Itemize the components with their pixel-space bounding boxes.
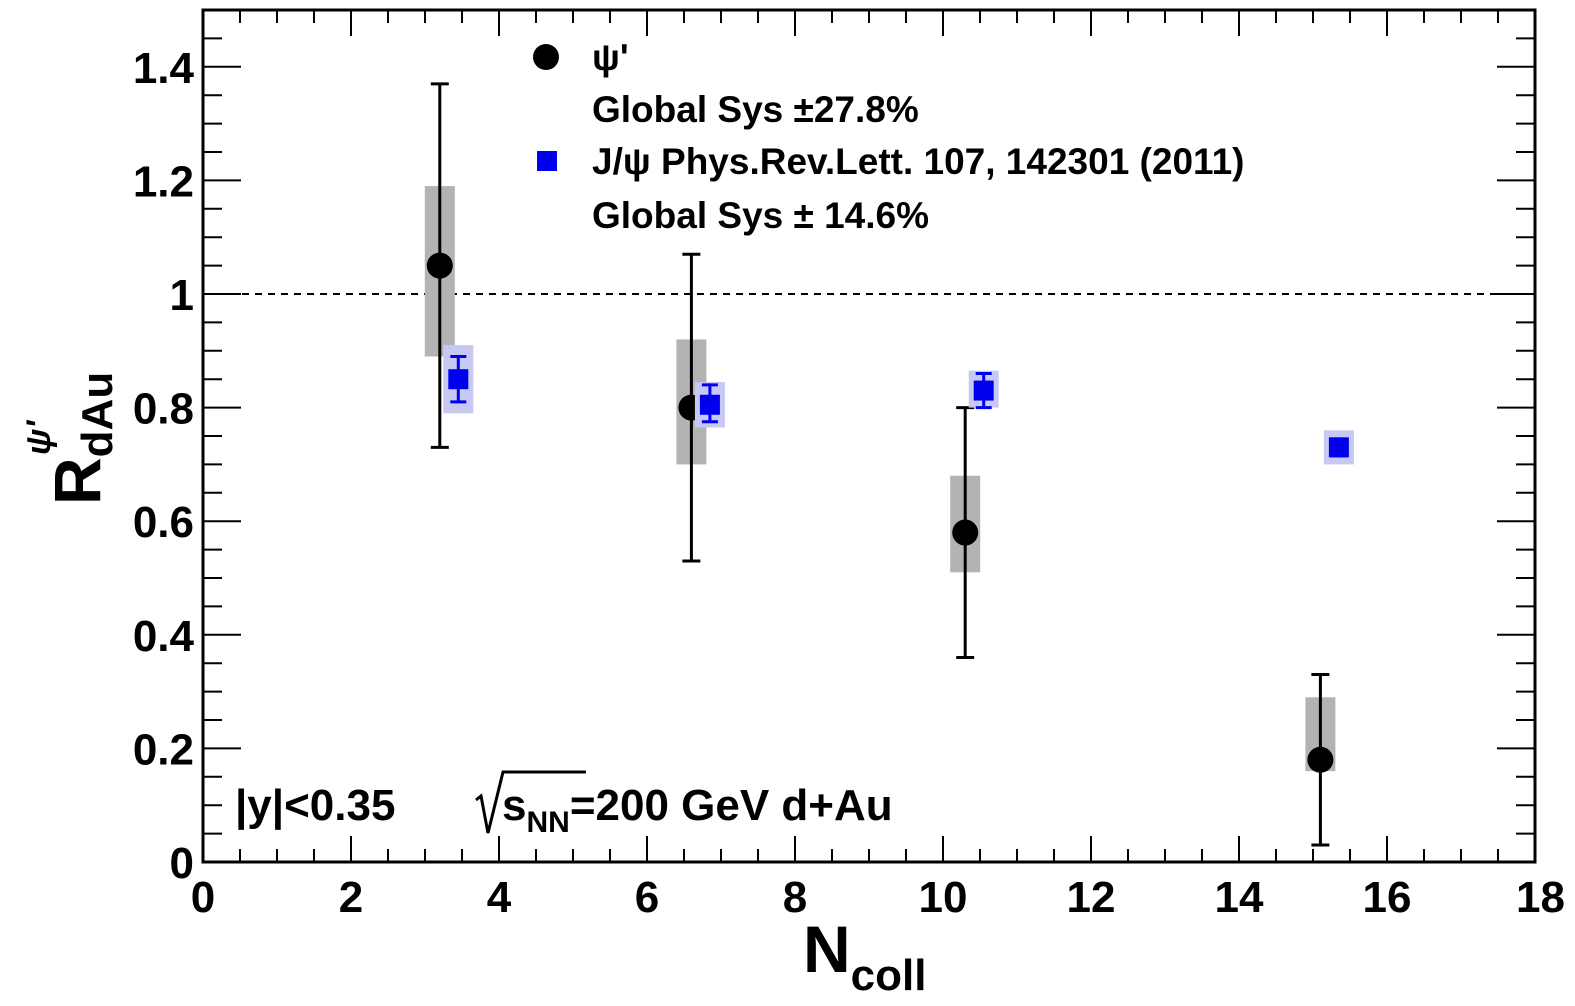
data-point-psi-prime [1307,746,1334,773]
x-tick-label: 2 [339,873,363,922]
y-tick-label: 0.4 [133,612,195,661]
y-tick-label: 0.6 [133,498,194,547]
x-axis-title: Ncoll [803,912,926,1000]
x-tick-labels: 0 2 4 6 8 10 12 14 16 18 [191,873,1565,922]
x-tick-label: 14 [1215,873,1264,922]
svg-text:RdAu: RdAu [40,372,122,505]
data-point-jpsi [699,394,720,415]
y-tick-label: 1 [170,271,194,320]
annotation: |y|<0.35 sNN=200 GeV d+Au [235,770,893,839]
data-point-jpsi [448,369,469,390]
x-axis-title-sub: coll [851,951,927,1000]
y-axis-title-sub: dAu [73,372,122,458]
axis-ticks [202,9,1536,863]
legend-marker-psi-prime [533,44,559,70]
x-tick-label: 4 [487,873,512,922]
data-series [424,82,1354,847]
y-tick-label: 0 [170,839,194,888]
y-tick-labels: 0 0.2 0.4 0.6 0.8 1 1.2 1.4 [133,44,195,888]
x-tick-label: 10 [919,873,968,922]
annotation-energy-s: s [502,781,526,830]
y-axis-title-sup: ψ' [20,419,58,455]
legend-label-jpsi: J/ψ Phys.Rev.Lett. 107, 142301 (2011) [592,141,1244,182]
x-tick-label: 8 [783,873,807,922]
data-point-psi-prime [426,252,453,279]
x-tick-label: 18 [1516,873,1565,922]
sqrt-symbol [475,770,586,834]
x-tick-label: 6 [635,873,659,922]
annotation-energy-sub: NN [526,806,569,839]
legend: ψ' Global Sys ±27.8% J/ψ Phys.Rev.Lett. … [533,37,1244,236]
annotation-energy-rest: =200 GeV d+Au [570,781,893,830]
x-tick-label: 12 [1067,873,1116,922]
legend-label-psi-prime: ψ' [592,37,629,78]
y-tick-label: 0.2 [133,725,194,774]
data-point-jpsi [973,380,994,401]
y-tick-label: 0.8 [133,385,194,434]
x-tick-label: 16 [1363,873,1412,922]
x-tick-label: 0 [191,873,215,922]
y-axis-title: RdAu ψ' [20,372,122,505]
y-tick-label: 1.2 [133,157,194,206]
x-axis-title-main: N [803,912,851,986]
y-tick-label: 1.4 [133,44,195,93]
data-point-psi-prime [952,519,979,546]
legend-note-jpsi: Global Sys ± 14.6% [592,195,929,236]
legend-marker-jpsi [537,151,557,171]
data-point-jpsi [1328,437,1349,458]
y-axis-title-main: R [40,457,114,505]
annotation-rapidity: |y|<0.35 [235,781,395,831]
annotation-energy: sNN=200 GeV d+Au [502,781,893,839]
legend-note-psi-prime: Global Sys ±27.8% [592,89,919,130]
